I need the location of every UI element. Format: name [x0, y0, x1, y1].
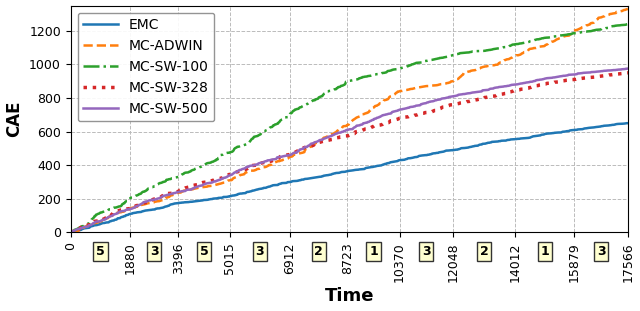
MC-SW-500 [579, 72, 586, 75]
MC-ADWIN [616, 10, 623, 13]
Text: 1: 1 [369, 245, 378, 258]
MC-SW-100 [587, 29, 595, 33]
Text: 5: 5 [200, 245, 209, 258]
MC-ADWIN [346, 122, 353, 126]
Line: MC-SW-500: MC-SW-500 [70, 68, 628, 232]
Line: MC-SW-328: MC-SW-328 [70, 73, 628, 232]
Text: 2: 2 [314, 245, 323, 258]
EMC [587, 126, 595, 130]
Text: 3: 3 [255, 245, 264, 258]
MC-SW-100 [278, 116, 286, 120]
MC-SW-328 [624, 71, 632, 75]
MC-SW-100 [67, 230, 74, 234]
MC-SW-328 [67, 230, 74, 234]
Text: 3: 3 [422, 245, 431, 258]
MC-ADWIN [579, 26, 586, 29]
MC-SW-500 [587, 71, 595, 75]
MC-ADWIN [67, 230, 74, 234]
EMC [579, 127, 586, 131]
EMC [624, 121, 632, 125]
MC-ADWIN [587, 23, 595, 27]
Line: EMC: EMC [70, 123, 628, 232]
MC-SW-500 [411, 104, 419, 108]
MC-SW-100 [346, 79, 353, 83]
MC-SW-328 [346, 133, 353, 137]
MC-SW-100 [624, 22, 632, 26]
MC-ADWIN [624, 7, 632, 11]
MC-SW-500 [346, 128, 353, 131]
MC-SW-100 [579, 30, 586, 34]
Text: 1: 1 [540, 245, 549, 258]
Y-axis label: CAE: CAE [6, 101, 24, 137]
X-axis label: Time: Time [324, 287, 374, 305]
MC-SW-100 [616, 24, 623, 27]
Text: 3: 3 [597, 245, 605, 258]
MC-SW-328 [579, 77, 586, 80]
MC-SW-500 [67, 230, 74, 234]
Text: 5: 5 [96, 245, 105, 258]
MC-SW-500 [616, 68, 623, 72]
MC-SW-328 [616, 72, 623, 75]
Line: MC-SW-100: MC-SW-100 [70, 24, 628, 232]
Legend: EMC, MC-ADWIN, MC-SW-100, MC-SW-328, MC-SW-500: EMC, MC-ADWIN, MC-SW-100, MC-SW-328, MC-… [77, 12, 214, 121]
MC-ADWIN [411, 86, 419, 90]
MC-SW-500 [624, 67, 632, 70]
Text: 3: 3 [150, 245, 159, 258]
EMC [278, 182, 286, 185]
Line: MC-ADWIN: MC-ADWIN [70, 9, 628, 232]
EMC [346, 169, 353, 173]
MC-SW-100 [411, 63, 419, 66]
MC-SW-328 [587, 76, 595, 79]
MC-SW-328 [278, 154, 286, 158]
MC-SW-328 [411, 113, 419, 117]
Text: 2: 2 [479, 245, 488, 258]
MC-SW-500 [278, 155, 286, 158]
EMC [411, 155, 419, 159]
EMC [67, 230, 74, 234]
MC-ADWIN [278, 159, 286, 163]
EMC [616, 122, 623, 126]
